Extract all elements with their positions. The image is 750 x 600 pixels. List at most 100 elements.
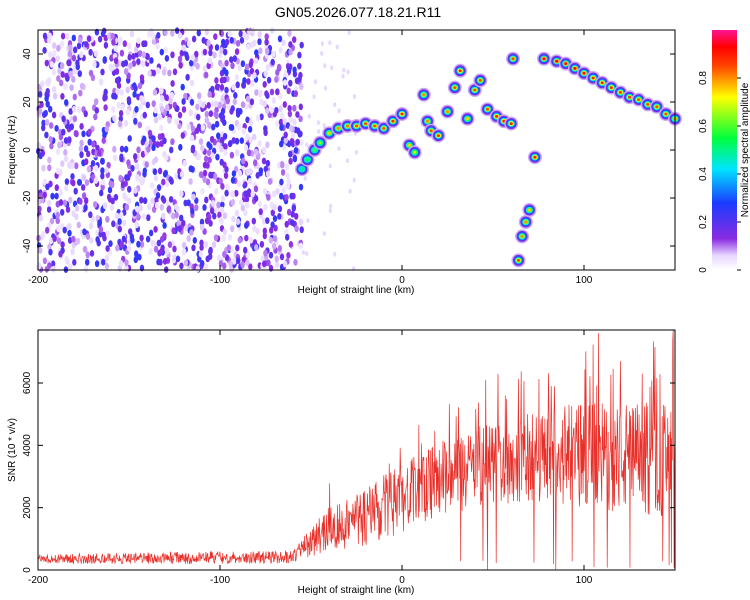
noise-cell (200, 101, 206, 109)
noise-cell (269, 226, 274, 234)
noise-cell (40, 149, 45, 157)
noise-cell (120, 103, 125, 111)
noise-cell (177, 111, 183, 119)
noise-cell (48, 237, 54, 245)
noise-cell (79, 151, 84, 159)
noise-cell (222, 119, 227, 126)
noise-cell (245, 169, 251, 176)
noise-cell (262, 227, 267, 235)
noise-cell (270, 58, 275, 66)
noise-cell (257, 140, 262, 147)
noise-cell (254, 49, 259, 56)
noise-cell (322, 123, 326, 129)
noise-cell (93, 177, 99, 184)
noise-cell (159, 48, 164, 56)
noise-cell (104, 262, 110, 270)
noise-cell (352, 177, 356, 183)
noise-cell (159, 95, 165, 102)
noise-cell (298, 115, 303, 123)
noise-cell (135, 163, 140, 171)
noise-cell (81, 130, 86, 138)
noise-cell (153, 106, 158, 114)
noise-cell (232, 258, 237, 265)
noise-cell (247, 177, 253, 185)
noise-cell (345, 158, 350, 164)
noise-cell (117, 225, 123, 233)
noise-cell (105, 230, 110, 238)
noise-cell (55, 217, 60, 225)
noise-cell (72, 67, 77, 75)
noise-cell (244, 222, 249, 229)
noise-cell (212, 173, 218, 180)
snr-frame (37, 329, 676, 571)
noise-cell (222, 262, 227, 270)
noise-cell (292, 155, 298, 163)
noise-cell (157, 113, 163, 121)
noise-cell (116, 101, 121, 109)
noise-cell (85, 251, 90, 259)
noise-cell (297, 130, 302, 138)
noise-cell (47, 32, 52, 40)
noise-cell (230, 176, 236, 184)
noise-cell (266, 194, 271, 201)
noise-cell (258, 208, 263, 216)
noise-cell (77, 36, 83, 44)
noise-cell (118, 36, 123, 44)
noise-cell (174, 172, 179, 180)
noise-cell (286, 87, 291, 95)
noise-cell (102, 202, 108, 210)
ridge-point (478, 79, 482, 82)
noise-cell (161, 212, 166, 220)
noise-cell (284, 163, 290, 171)
noise-cell (236, 180, 242, 188)
noise-cell (56, 237, 62, 245)
noise-cell (103, 88, 108, 96)
y-tick-label: 4000 (22, 434, 33, 457)
noise-cell (78, 197, 83, 205)
noise-cell (188, 178, 193, 185)
noise-cell (234, 137, 240, 145)
noise-cell (287, 110, 293, 118)
ridge-point (609, 86, 613, 89)
y-tick-label: 2000 (22, 496, 33, 519)
noise-cell (76, 221, 82, 229)
noise-cell (182, 241, 187, 249)
noise-cell (104, 166, 109, 174)
noise-cell (168, 97, 173, 105)
noise-cell (281, 39, 286, 47)
noise-cell (288, 41, 293, 48)
noise-cell (111, 106, 116, 113)
colorbar-tick-label: 0.6 (698, 119, 709, 133)
noise-cell (181, 106, 187, 113)
x-tick-label: -200 (28, 275, 48, 286)
noise-cell (219, 30, 224, 37)
noise-cell (219, 77, 225, 84)
noise-cell (166, 205, 172, 213)
noise-cell (64, 184, 69, 192)
noise-cell (87, 128, 92, 136)
noise-cell (305, 251, 309, 256)
ridge-point (542, 57, 546, 61)
noise-cell (144, 161, 149, 168)
noise-cell (103, 41, 109, 49)
x-tick-label: 0 (399, 275, 405, 286)
noise-cell (294, 225, 299, 233)
noise-cell (236, 257, 241, 265)
noise-cell (170, 30, 175, 37)
noise-cell (232, 98, 237, 106)
noise-cell (153, 245, 159, 253)
noise-cell (58, 189, 63, 196)
noise-cell (286, 252, 291, 259)
noise-cell (288, 79, 293, 87)
noise-cell (352, 94, 357, 99)
noise-cell (257, 31, 262, 38)
noise-cell (283, 137, 288, 144)
noise-cell (243, 190, 248, 198)
noise-cell (148, 248, 153, 255)
noise-cell (316, 120, 320, 125)
noise-cell (266, 76, 272, 84)
y-tick-label: 40 (22, 48, 33, 60)
noise-cell (137, 121, 142, 129)
noise-cell (115, 212, 120, 220)
noise-cell (221, 234, 226, 242)
